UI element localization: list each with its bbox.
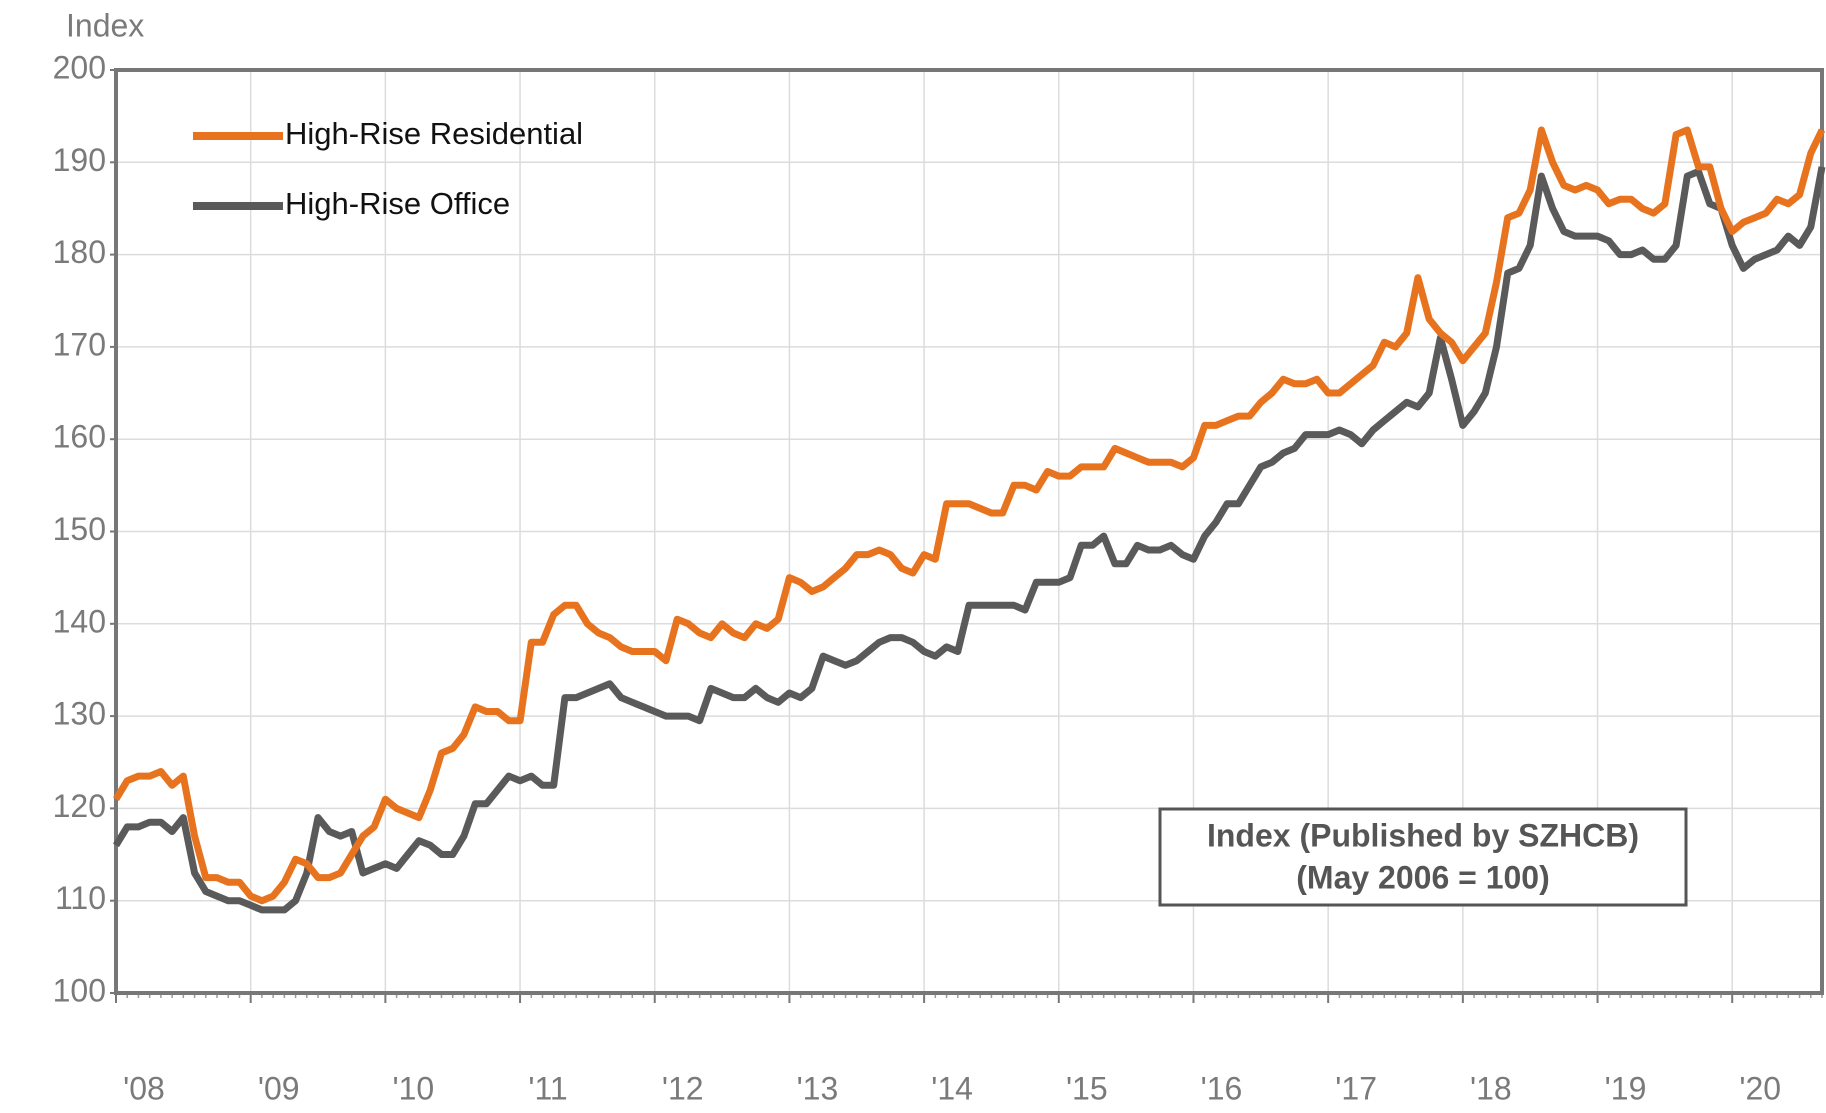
annotation: Index (Published by SZHCB) xyxy=(1207,817,1639,853)
y-tick-label: 150 xyxy=(53,511,106,547)
x-tick-label: '18 xyxy=(1470,1070,1512,1106)
y-tick-label: 120 xyxy=(53,788,106,824)
x-tick-label: '19 xyxy=(1605,1070,1647,1106)
x-tick-label: '09 xyxy=(258,1070,300,1106)
x-tick-label: '08 xyxy=(123,1070,165,1106)
legend-label: High-Rise Office xyxy=(285,186,510,221)
y-tick-label: 190 xyxy=(53,142,106,178)
y-tick-label: 110 xyxy=(55,880,106,916)
y-tick-label: 160 xyxy=(53,419,106,455)
x-tick-label: '20 xyxy=(1739,1070,1781,1106)
y-tick-label: 200 xyxy=(53,49,106,85)
line-series xyxy=(113,126,1826,905)
x-tick-label: '12 xyxy=(662,1070,704,1106)
line-series xyxy=(113,166,1826,914)
legend-label: High-Rise Residential xyxy=(285,116,583,151)
y-tick-label: 180 xyxy=(53,234,106,270)
x-tick-label: '14 xyxy=(931,1070,973,1106)
x-tick-label: '17 xyxy=(1335,1070,1377,1106)
x-tick-label: '11 xyxy=(528,1070,567,1106)
x-tick-label: '10 xyxy=(393,1070,435,1106)
annotation: (May 2006 = 100) xyxy=(1296,859,1550,895)
y-tick-label: 100 xyxy=(53,972,106,1008)
y-tick-label: 140 xyxy=(53,603,106,639)
plot-frame xyxy=(114,68,1824,995)
x-tick-label: '15 xyxy=(1066,1070,1108,1106)
x-tick-label: '16 xyxy=(1201,1070,1243,1106)
x-tick-label: '13 xyxy=(797,1070,839,1106)
y-axis-label: Index xyxy=(66,7,144,43)
y-tick-label: 170 xyxy=(53,326,106,362)
annotation-box xyxy=(1158,807,1688,907)
y-tick-label: 130 xyxy=(53,696,106,732)
